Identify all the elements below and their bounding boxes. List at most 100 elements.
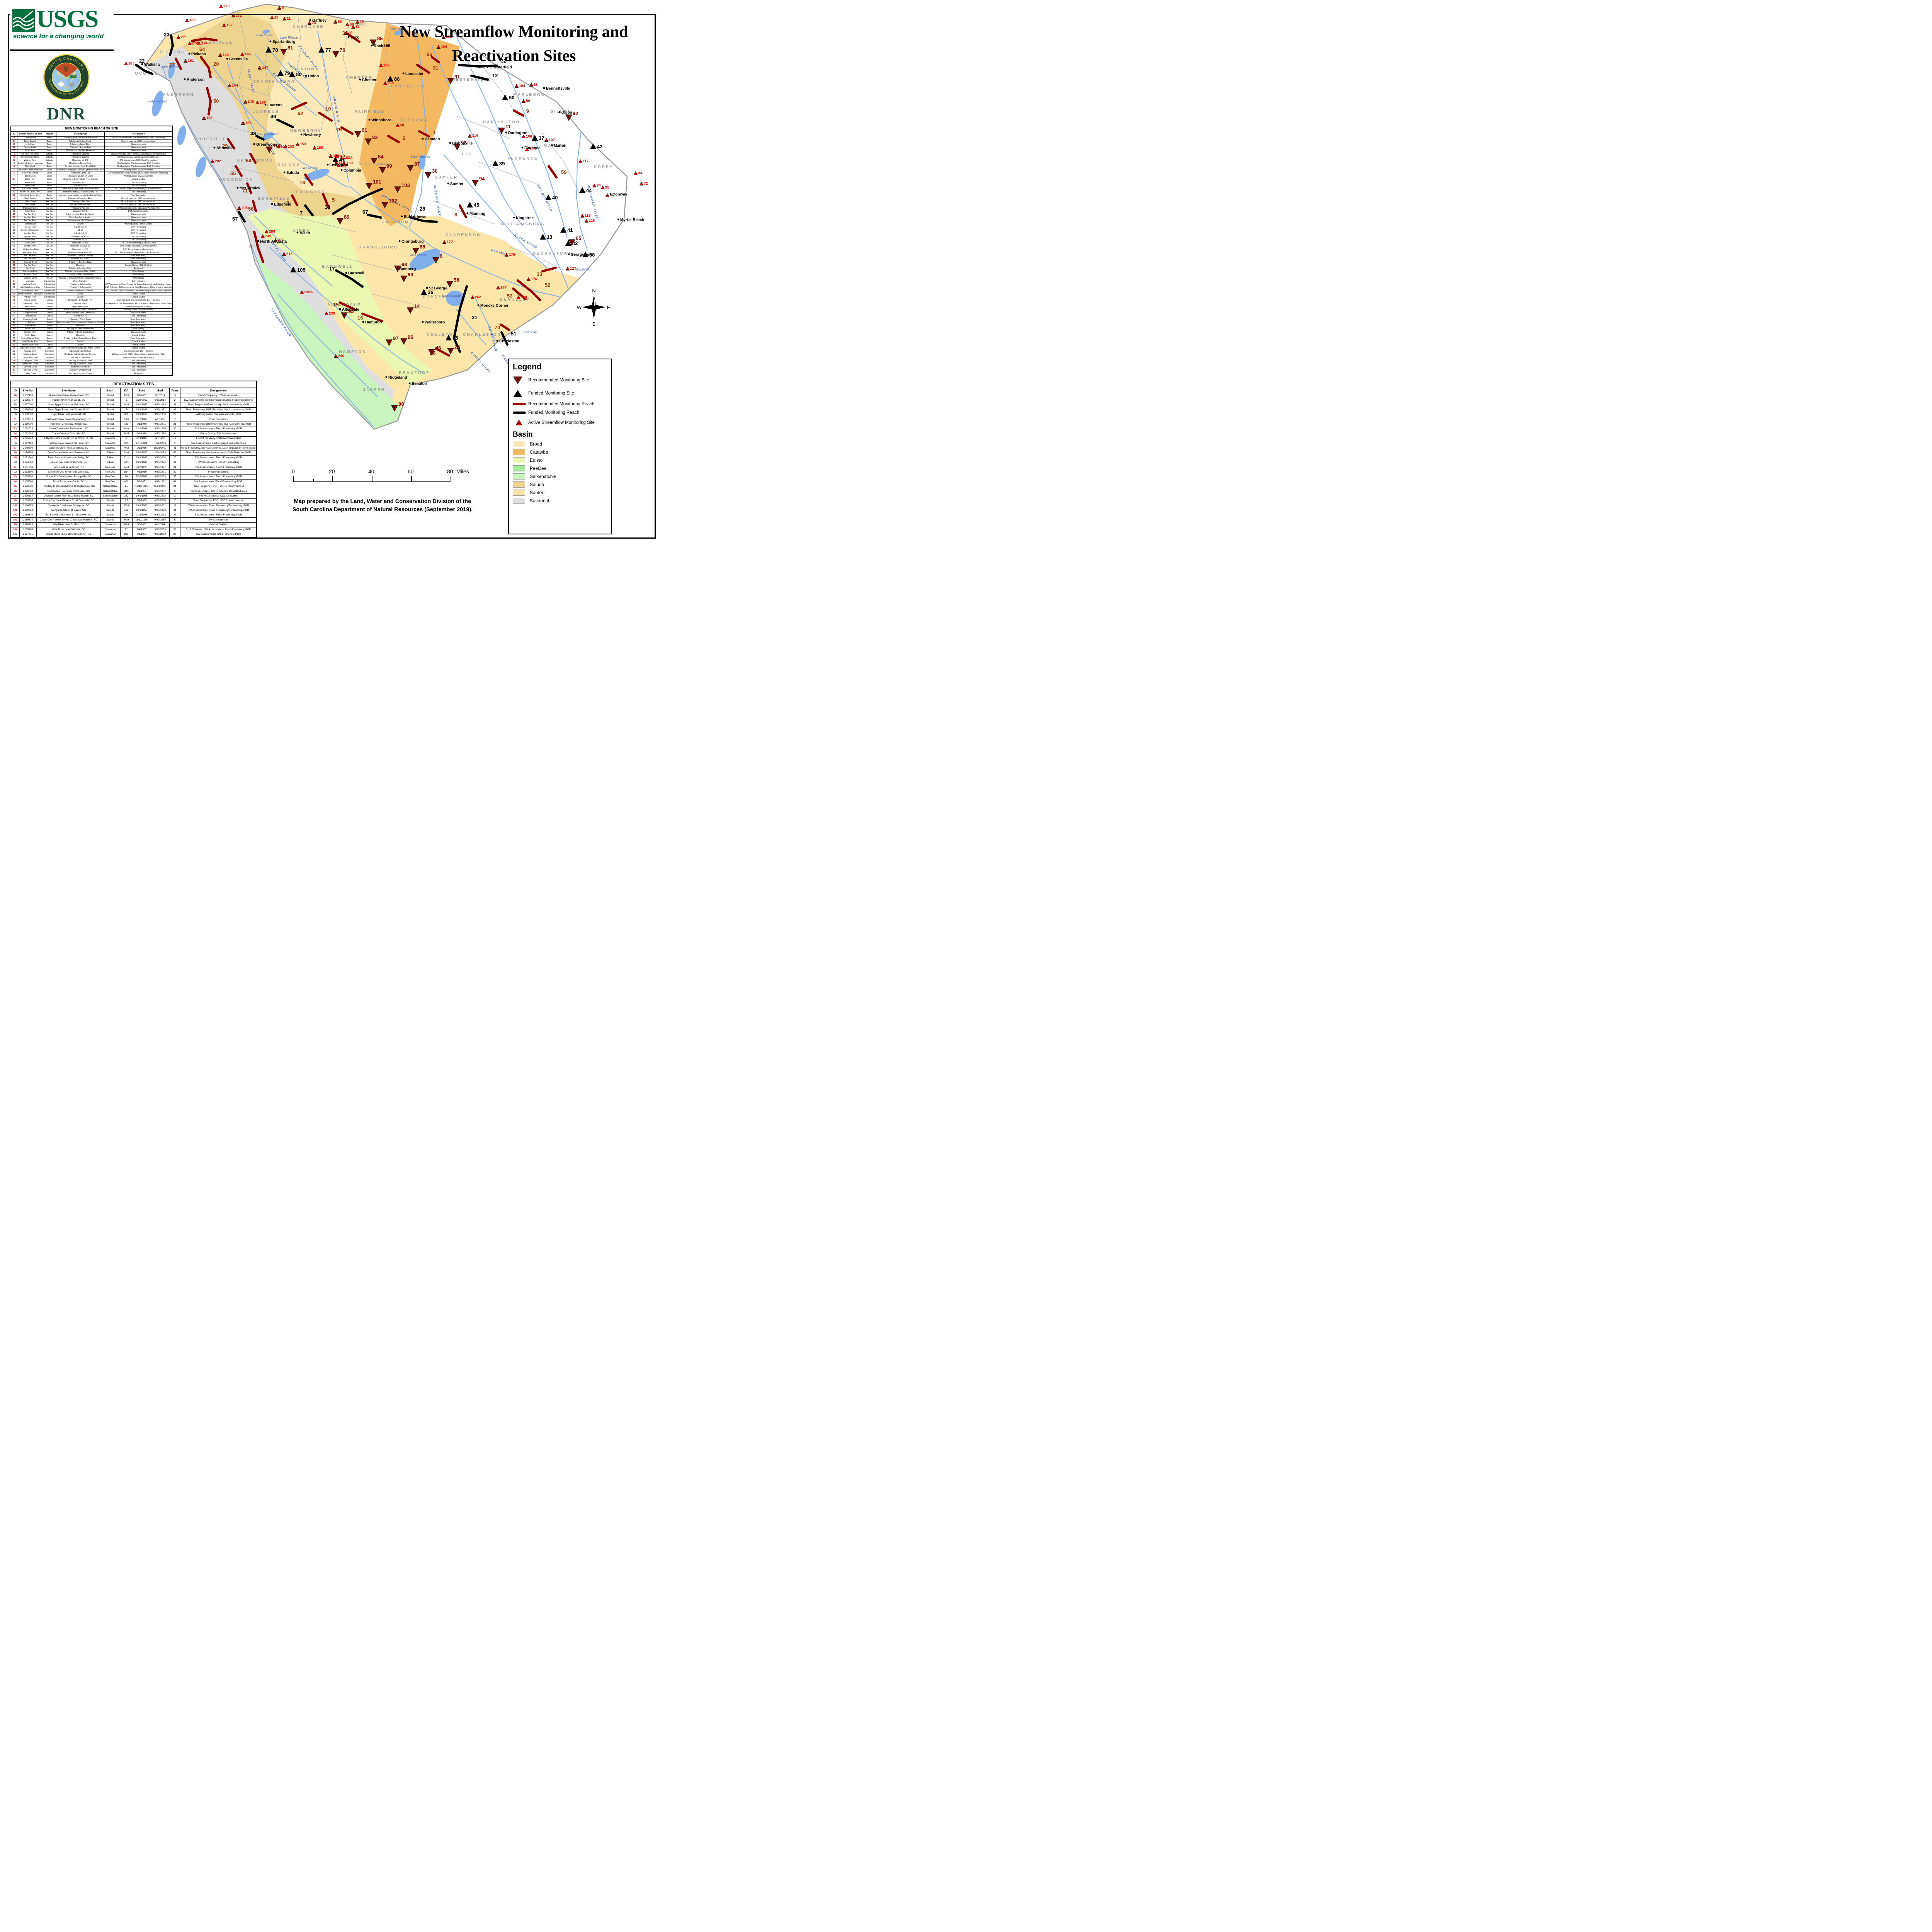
recommended-reach-label: 16: [357, 315, 363, 321]
active-site-marker: [544, 138, 549, 142]
city-label: Sumter: [450, 182, 464, 186]
funded-site-label: 38: [589, 252, 595, 258]
recommended-reach-label: 59: [561, 169, 566, 175]
funded-reach: [169, 34, 174, 56]
active-site-marker: [496, 286, 500, 289]
lake: [152, 91, 163, 116]
active-site-label: 208: [269, 230, 275, 234]
county-line: [293, 216, 356, 232]
active-site-marker: [468, 134, 472, 138]
active-site-label: 150: [281, 145, 287, 149]
county-label: MCCORMICK: [219, 178, 253, 182]
lakes: [152, 29, 464, 306]
county-label: ANDERSON: [163, 93, 194, 97]
active-site-marker: [442, 240, 447, 244]
recommended-reach: [517, 279, 541, 301]
city-dot: [271, 203, 273, 205]
legend-item: Funded Monitoring Site: [513, 389, 607, 398]
county-label: LANCASTER: [391, 84, 425, 88]
recommended-site-marker: [568, 239, 575, 246]
legend-item-label: Active Streamflow Monitoring Site: [528, 420, 595, 425]
active-site-marker: [333, 354, 338, 358]
recommended-reach: [206, 87, 212, 116]
table-row: 31 Lynches River Pee Dee Upper Lynches Main…: [10, 216, 173, 220]
funded-site-icon: [514, 390, 522, 397]
monitoring-reaches: 6427205029545571566210752134316695933525…: [135, 30, 566, 357]
city-label: Ridgeland: [388, 376, 407, 380]
table-row: 7 Shaw Creek Edisto Tributary to South Fork…: [10, 174, 173, 179]
active-site-marker: [335, 154, 339, 158]
recommended-reach-label: 50: [213, 98, 219, 104]
county-label: NEWBERRY: [290, 129, 322, 133]
recommended-reach: [548, 165, 558, 179]
city-label: Florence: [524, 146, 541, 150]
basin-legend-items: Broad Catawba Edisto PeeDee Salkehatchie Salu…: [513, 441, 607, 504]
legend-item-label: Recommended Monitoring Reach: [528, 402, 595, 406]
funded-reach-icon: [513, 412, 526, 414]
city-label: Bishopville: [452, 141, 473, 146]
active-site-marker: [328, 154, 333, 158]
funded-site-marker: [579, 187, 585, 193]
county-label: WILLIAMSBURG: [501, 222, 545, 226]
table-row: 54 Cuffeytown Creek Savannah Tributary to S…: [10, 359, 173, 363]
county-label: BARNWELL: [322, 265, 353, 269]
table-row: 55 Hard Labor Creek Savannah Tributary to S…: [10, 362, 173, 366]
recommended-reach: [227, 138, 235, 150]
basin-legend-title: Basin: [513, 430, 533, 439]
county-label: YORK: [352, 22, 367, 27]
table-row: 30 Wateree River Catawba Mainstem, US 378 SW…: [10, 158, 173, 162]
city-label: Gaffney: [312, 19, 327, 23]
lake-label: Lake Wylie: [389, 27, 405, 31]
lake: [446, 291, 464, 306]
county-line: [456, 116, 510, 139]
funded-reach: [408, 216, 438, 223]
active-site-marker: [283, 145, 288, 148]
table-row: 75 Broad River Broad Mainstem, above Parr R…: [10, 149, 173, 153]
funded-site-marker: [492, 160, 498, 166]
table-row: 49 Little River Saluda Reach between City o…: [10, 321, 173, 325]
recommended-reach: [246, 182, 252, 194]
active-site-marker: [176, 35, 181, 39]
recommended-site-label: 68: [401, 262, 407, 267]
lake-label: Lake Bowen: [256, 34, 274, 37]
recommended-reach-label: 2: [403, 135, 405, 141]
active-site-marker: [237, 206, 242, 210]
recommended-site-label: 84: [378, 154, 384, 160]
county-line: [510, 247, 565, 271]
active-site-label: 239: [329, 311, 335, 316]
active-site-label: 127: [570, 267, 576, 271]
recommended-site-label: 97: [393, 335, 398, 341]
county-label: MARION: [544, 144, 566, 148]
city-label: Dillon: [561, 111, 572, 115]
usgs-wave-icon: [12, 9, 35, 32]
funded-site-label: 41: [567, 227, 573, 233]
city-dot: [296, 231, 299, 234]
active-site-marker: [584, 219, 589, 223]
table-row: 41 Black River Pee Dee Mainstem, SC 51 DOT, …: [10, 238, 173, 242]
city-dot: [422, 138, 424, 140]
table-row: 42 Black River Pee Dee Mainstem, US 701 DOT,…: [10, 241, 173, 245]
active-site-label: 115: [585, 214, 591, 218]
county-boundaries: [201, 10, 580, 310]
city-label: Bamberg: [399, 267, 416, 271]
recommended-site-marker: [379, 167, 386, 174]
scale-bar: 0 20 40 60 80 Miles: [288, 468, 469, 486]
active-site-label: 271: [181, 35, 187, 39]
recommended-reach-label: 66: [427, 51, 432, 57]
recommended-site-marker: [366, 183, 372, 190]
basin-legend-item: Santee: [513, 490, 607, 496]
table-row: 24 Edisto River Edisto Mainstem or South Ed…: [10, 178, 173, 182]
basin-catawba: [359, 23, 460, 226]
active-site-marker: [264, 230, 269, 233]
city-label: Camden: [425, 137, 440, 141]
table-row: 52 North Santee River Santee Coastal Coastal…: [10, 340, 173, 344]
active-site-marker: [565, 267, 570, 270]
active-site-marker: [257, 66, 262, 70]
active-site-label: 95: [605, 185, 609, 190]
funded-site-label: 80: [296, 71, 301, 77]
recommended-site-marker: [498, 128, 505, 134]
lake-labels: Lake Murray Lake Marion Lake Moultrie Winya…: [148, 27, 592, 334]
active-site-label: 176: [531, 277, 537, 281]
table-row: 95 2176380 Tributary to Coosawhatchie R at…: [10, 484, 257, 489]
river: [443, 154, 549, 270]
